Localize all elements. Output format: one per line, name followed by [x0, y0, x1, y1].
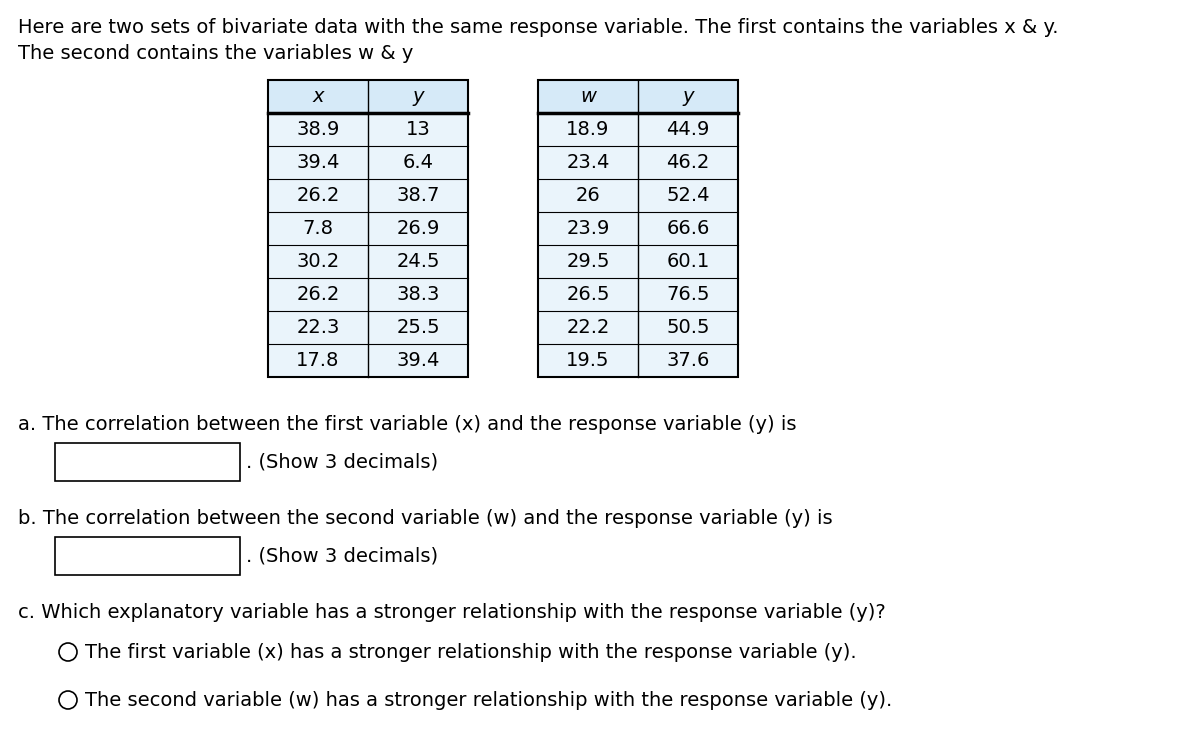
Text: y: y [683, 87, 694, 106]
Text: The second variable (w) has a stronger relationship with the response variable (: The second variable (w) has a stronger r… [85, 690, 893, 710]
Text: 44.9: 44.9 [666, 120, 709, 139]
Text: 26.2: 26.2 [296, 285, 340, 304]
Text: c. Which explanatory variable has a stronger relationship with the response vari: c. Which explanatory variable has a stro… [18, 603, 886, 622]
Text: 46.2: 46.2 [666, 153, 709, 172]
Bar [538, 311, 738, 344]
Text: b. The correlation between the second variable (w) and the response variable (y): b. The correlation between the second va… [18, 509, 833, 528]
Bar [55, 443, 240, 481]
Bar [268, 344, 468, 377]
Text: w: w [580, 87, 596, 106]
Bar [538, 146, 738, 179]
Text: x: x [312, 87, 324, 106]
Circle shape [59, 691, 77, 709]
Text: 7.8: 7.8 [302, 219, 334, 238]
Bar [538, 245, 738, 278]
Text: 22.2: 22.2 [566, 318, 610, 337]
Text: The first variable (x) has a stronger relationship with the response variable (y: The first variable (x) has a stronger re… [85, 642, 857, 662]
Text: 24.5: 24.5 [396, 252, 439, 271]
Text: 50.5: 50.5 [666, 318, 709, 337]
Bar [538, 80, 738, 377]
Bar [268, 179, 468, 212]
Text: 60.1: 60.1 [666, 252, 709, 271]
Text: 66.6: 66.6 [666, 219, 709, 238]
Bar [268, 311, 468, 344]
Text: 30.2: 30.2 [296, 252, 340, 271]
Text: . (Show 3 decimals): . (Show 3 decimals) [246, 547, 438, 565]
Text: 39.4: 39.4 [396, 351, 439, 370]
Bar [268, 113, 468, 146]
Bar [55, 537, 240, 575]
Bar [268, 278, 468, 311]
Text: 26: 26 [576, 186, 600, 205]
Bar [538, 179, 738, 212]
Text: 22.3: 22.3 [296, 318, 340, 337]
Bar [268, 212, 468, 245]
Text: 25.5: 25.5 [396, 318, 440, 337]
Text: 52.4: 52.4 [666, 186, 709, 205]
Text: 23.4: 23.4 [566, 153, 610, 172]
Bar [268, 80, 468, 377]
Text: 19.5: 19.5 [566, 351, 610, 370]
Text: y: y [413, 87, 424, 106]
Bar [538, 344, 738, 377]
Text: 38.9: 38.9 [296, 120, 340, 139]
Bar [538, 278, 738, 311]
Text: 23.9: 23.9 [566, 219, 610, 238]
Circle shape [59, 643, 77, 661]
Text: a. The correlation between the first variable (x) and the response variable (y) : a. The correlation between the first var… [18, 415, 797, 434]
Bar [268, 245, 468, 278]
Text: 18.9: 18.9 [566, 120, 610, 139]
Text: 6.4: 6.4 [402, 153, 433, 172]
Text: 39.4: 39.4 [296, 153, 340, 172]
Bar [538, 80, 738, 113]
Text: 13: 13 [406, 120, 431, 139]
Text: 17.8: 17.8 [296, 351, 340, 370]
Text: 29.5: 29.5 [566, 252, 610, 271]
Text: 26.5: 26.5 [566, 285, 610, 304]
Bar [538, 113, 738, 146]
Bar [268, 146, 468, 179]
Text: 38.7: 38.7 [396, 186, 439, 205]
Text: 26.9: 26.9 [396, 219, 439, 238]
Text: . (Show 3 decimals): . (Show 3 decimals) [246, 452, 438, 471]
Text: 26.2: 26.2 [296, 186, 340, 205]
Bar [268, 80, 468, 113]
Text: 37.6: 37.6 [666, 351, 709, 370]
Text: Here are two sets of bivariate data with the same response variable. The first c: Here are two sets of bivariate data with… [18, 18, 1058, 37]
Text: The second contains the variables w & y: The second contains the variables w & y [18, 44, 413, 63]
Text: 76.5: 76.5 [666, 285, 709, 304]
Bar [538, 212, 738, 245]
Text: 38.3: 38.3 [396, 285, 439, 304]
